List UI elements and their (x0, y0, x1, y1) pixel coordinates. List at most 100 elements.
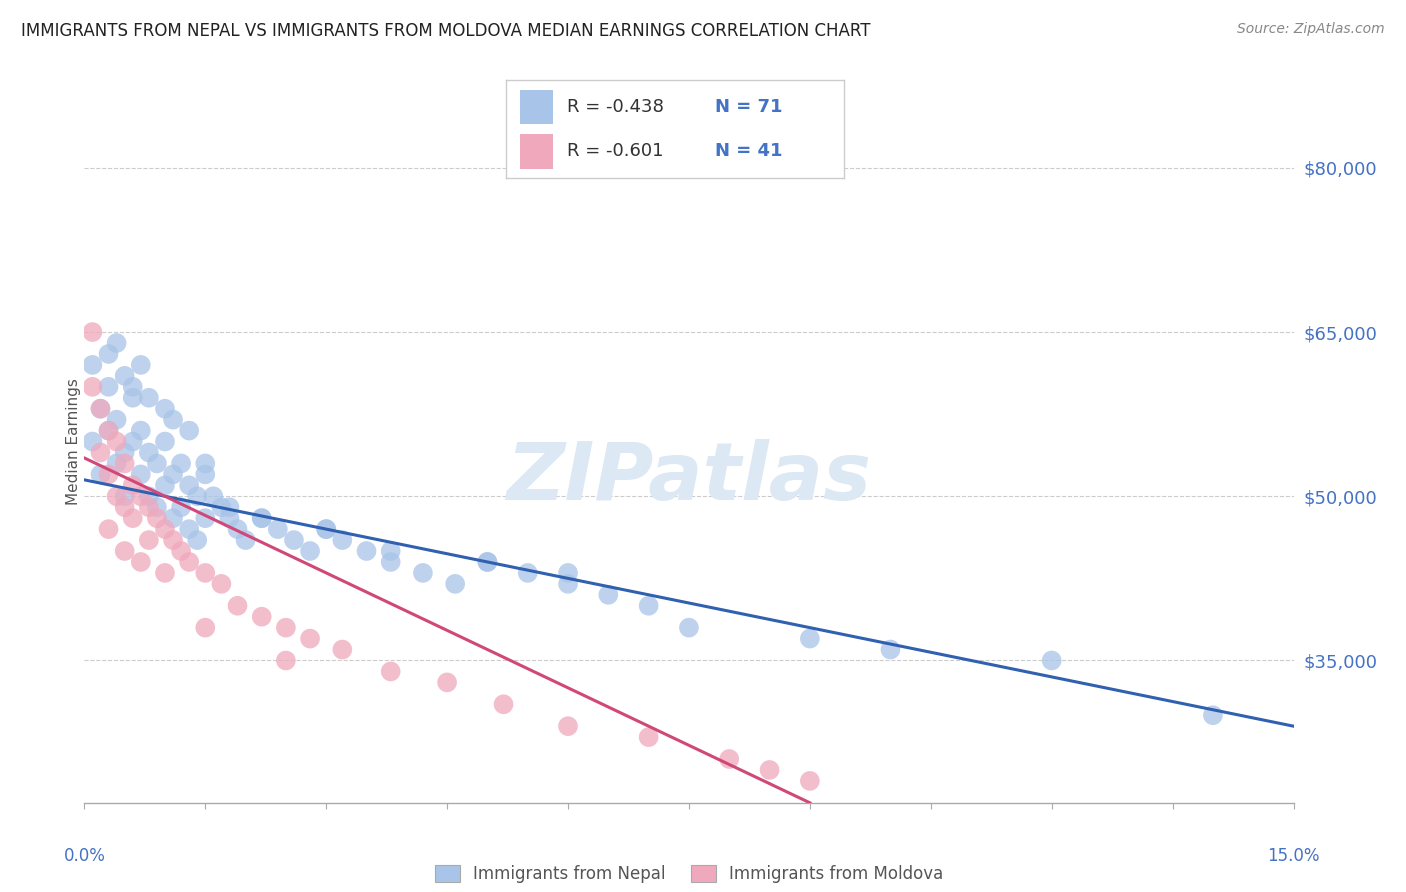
Point (299, 544, 322, 558)
Point (121, 478, 143, 492)
Point (179, 555, 201, 569)
Point (283, 533, 305, 547)
Point (226, 599, 249, 613)
Point (1202, 708, 1225, 723)
Point (179, 478, 201, 492)
Point (218, 511, 240, 525)
Point (129, 467, 152, 482)
Point (138, 533, 160, 547)
Point (380, 665, 402, 679)
Point (162, 412, 184, 426)
Point (299, 632, 322, 646)
Point (129, 358, 152, 372)
Point (89, 401, 111, 416)
Point (557, 577, 579, 591)
Point (315, 522, 337, 536)
Point (97, 424, 120, 438)
Point (146, 500, 169, 515)
Point (105, 412, 128, 426)
Point (138, 500, 160, 515)
Point (97, 380, 120, 394)
Point (186, 489, 208, 503)
Point (153, 401, 176, 416)
Point (209, 500, 232, 515)
Point (380, 555, 402, 569)
Point (138, 391, 160, 405)
Point (1040, 653, 1063, 667)
Point (153, 434, 176, 449)
Legend: Immigrants from Nepal, Immigrants from Moldova: Immigrants from Nepal, Immigrants from M… (427, 858, 950, 889)
Point (179, 522, 201, 536)
Point (82, 380, 104, 394)
Text: R = -0.601: R = -0.601 (567, 142, 664, 160)
Point (799, 773, 821, 788)
FancyBboxPatch shape (520, 90, 554, 124)
Point (492, 698, 515, 712)
Point (114, 368, 136, 383)
Point (637, 599, 659, 613)
Point (250, 609, 273, 624)
Point (444, 577, 467, 591)
Text: ZIPatlas: ZIPatlas (506, 439, 872, 516)
Point (97, 424, 120, 438)
Point (170, 500, 193, 515)
Text: N = 71: N = 71 (716, 98, 783, 116)
Point (114, 457, 136, 471)
Y-axis label: Median Earnings: Median Earnings (66, 378, 80, 505)
Point (89, 445, 111, 459)
Point (202, 489, 225, 503)
Point (250, 511, 273, 525)
Point (179, 424, 201, 438)
Point (89, 467, 111, 482)
Text: N = 41: N = 41 (716, 142, 783, 160)
Point (718, 752, 741, 766)
Point (114, 489, 136, 503)
Point (121, 434, 143, 449)
Point (105, 336, 128, 351)
Point (121, 380, 143, 394)
Point (194, 511, 217, 525)
Point (218, 500, 240, 515)
Point (97, 522, 120, 536)
Point (146, 457, 169, 471)
Text: IMMIGRANTS FROM NEPAL VS IMMIGRANTS FROM MOLDOVA MEDIAN EARNINGS CORRELATION CHA: IMMIGRANTS FROM NEPAL VS IMMIGRANTS FROM… (21, 22, 870, 40)
Point (114, 445, 136, 459)
Point (356, 544, 378, 558)
Point (153, 522, 176, 536)
Point (97, 467, 120, 482)
FancyBboxPatch shape (520, 134, 554, 169)
Point (557, 719, 579, 733)
Point (114, 500, 136, 515)
Point (380, 544, 402, 558)
Point (138, 445, 160, 459)
Point (89, 401, 111, 416)
Point (162, 533, 184, 547)
Point (412, 566, 434, 580)
Point (315, 522, 337, 536)
Point (267, 522, 290, 536)
Point (799, 632, 821, 646)
Point (678, 621, 700, 635)
Point (194, 467, 217, 482)
Point (194, 566, 217, 580)
Point (209, 577, 232, 591)
Point (162, 511, 184, 525)
Point (82, 434, 104, 449)
Point (330, 533, 353, 547)
Point (477, 555, 499, 569)
Point (879, 642, 901, 657)
Point (194, 621, 217, 635)
Point (82, 358, 104, 372)
Point (516, 566, 538, 580)
Point (637, 730, 659, 744)
Point (114, 544, 136, 558)
Point (138, 489, 160, 503)
Point (330, 642, 353, 657)
Text: 15.0%: 15.0% (1267, 847, 1320, 864)
Point (226, 522, 249, 536)
Text: R = -0.438: R = -0.438 (567, 98, 664, 116)
Point (105, 434, 128, 449)
Text: 0.0%: 0.0% (63, 847, 105, 864)
Point (274, 653, 297, 667)
Point (129, 555, 152, 569)
